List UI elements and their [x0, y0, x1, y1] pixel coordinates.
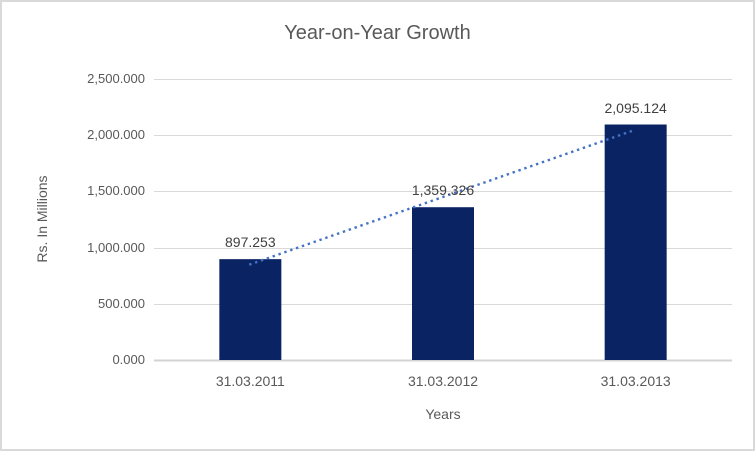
trendline-dot [330, 234, 334, 238]
trendline-dot [570, 150, 574, 154]
trendline-dot [441, 195, 446, 199]
x-tick-label: 31.03.2011 [215, 373, 285, 389]
trendline-dot [424, 201, 428, 205]
y-tick-label: 500.000 [98, 295, 145, 311]
trendline-dot [523, 166, 527, 170]
trendline-dot [430, 199, 434, 203]
y-tick-label: 0.000 [112, 352, 145, 367]
trendline-dot [377, 217, 381, 221]
trendline-dot [254, 260, 258, 264]
chart-title: Year-on-Year Growth [284, 22, 471, 44]
trendline-dot [605, 137, 609, 142]
trendline-dot [365, 221, 369, 225]
trendline-dot [266, 256, 270, 260]
trendline-dot [471, 185, 475, 189]
trendline-dot [447, 193, 451, 197]
trendline-dot [453, 191, 457, 195]
y-tick-label: 2,000.000 [87, 127, 145, 143]
bar-31.03.2011 [219, 259, 282, 360]
trendline-dot [360, 223, 364, 227]
y-tick-label: 2,500.000 [87, 71, 145, 86]
trendline-dot [594, 142, 598, 146]
trendline-dot [576, 148, 580, 152]
trendline-dot [488, 178, 492, 182]
bar-value-label: 1,359.326 [411, 182, 475, 199]
trendline-dot [541, 160, 545, 164]
x-axis-title: Years [425, 406, 461, 422]
trendline-dot [611, 135, 615, 140]
trendline-dot [582, 146, 586, 150]
trendline-dot [617, 133, 621, 137]
trendline-dot [301, 244, 305, 248]
trendline-dot [553, 156, 557, 160]
trendline-dot [307, 242, 311, 246]
bar-value-label: 897.253 [225, 234, 276, 251]
trendline-dot [295, 246, 299, 250]
trendline-dot [629, 129, 633, 133]
trendline-dot [389, 213, 393, 217]
trendline-dot [535, 162, 539, 166]
y-tick-label: 1,000.000 [87, 239, 145, 255]
bar-31.03.2013 [604, 124, 667, 361]
trendline-dot [278, 252, 282, 256]
trendline-dot [412, 205, 416, 209]
trendline-dot [512, 170, 516, 174]
trendline-dot [260, 258, 264, 262]
trendline-dot [564, 152, 568, 156]
trendline-dot [518, 168, 522, 172]
trendline-dot [383, 215, 387, 219]
trendline-dot [283, 250, 287, 254]
x-tick-label: 31.03.2012 [407, 373, 479, 389]
trendline-dot [406, 207, 410, 211]
trendline-dot [395, 211, 399, 215]
x-tick-label: 31.03.2013 [600, 373, 671, 389]
trendline-dot [313, 240, 317, 244]
trendline-dot [465, 187, 469, 191]
trendline-dot [459, 189, 463, 193]
trendline-dot [348, 227, 352, 232]
trendline-dot [324, 236, 328, 240]
trendline-dot [418, 203, 422, 207]
trendline-dot [400, 209, 405, 213]
trendline-dot [272, 254, 276, 258]
trendline-dot [436, 197, 440, 201]
trendline-dot [482, 180, 486, 185]
trendline-dot [336, 232, 340, 236]
trendline-dot [354, 225, 358, 229]
trendline-dot [319, 238, 323, 242]
trendline-dot [477, 182, 481, 187]
trendline-dot [599, 140, 604, 144]
trendline-dot [494, 176, 498, 180]
trendline-dot [588, 144, 592, 148]
trendline-dot [248, 262, 252, 266]
trendline-dot [559, 154, 563, 158]
trendline-dot [529, 164, 533, 168]
trendline-dot [342, 230, 346, 234]
bar-31.03.2012 [412, 207, 474, 360]
trendline-dot [623, 131, 627, 135]
y-tick-label: 1,500.000 [87, 183, 145, 199]
trendline-dot [371, 219, 375, 223]
trendline-dot [506, 172, 510, 176]
trendline-dot [500, 174, 504, 178]
trendline-dot [289, 248, 293, 252]
bar-value-label: 2,095.124 [604, 99, 667, 116]
trendline-dot [547, 158, 551, 162]
